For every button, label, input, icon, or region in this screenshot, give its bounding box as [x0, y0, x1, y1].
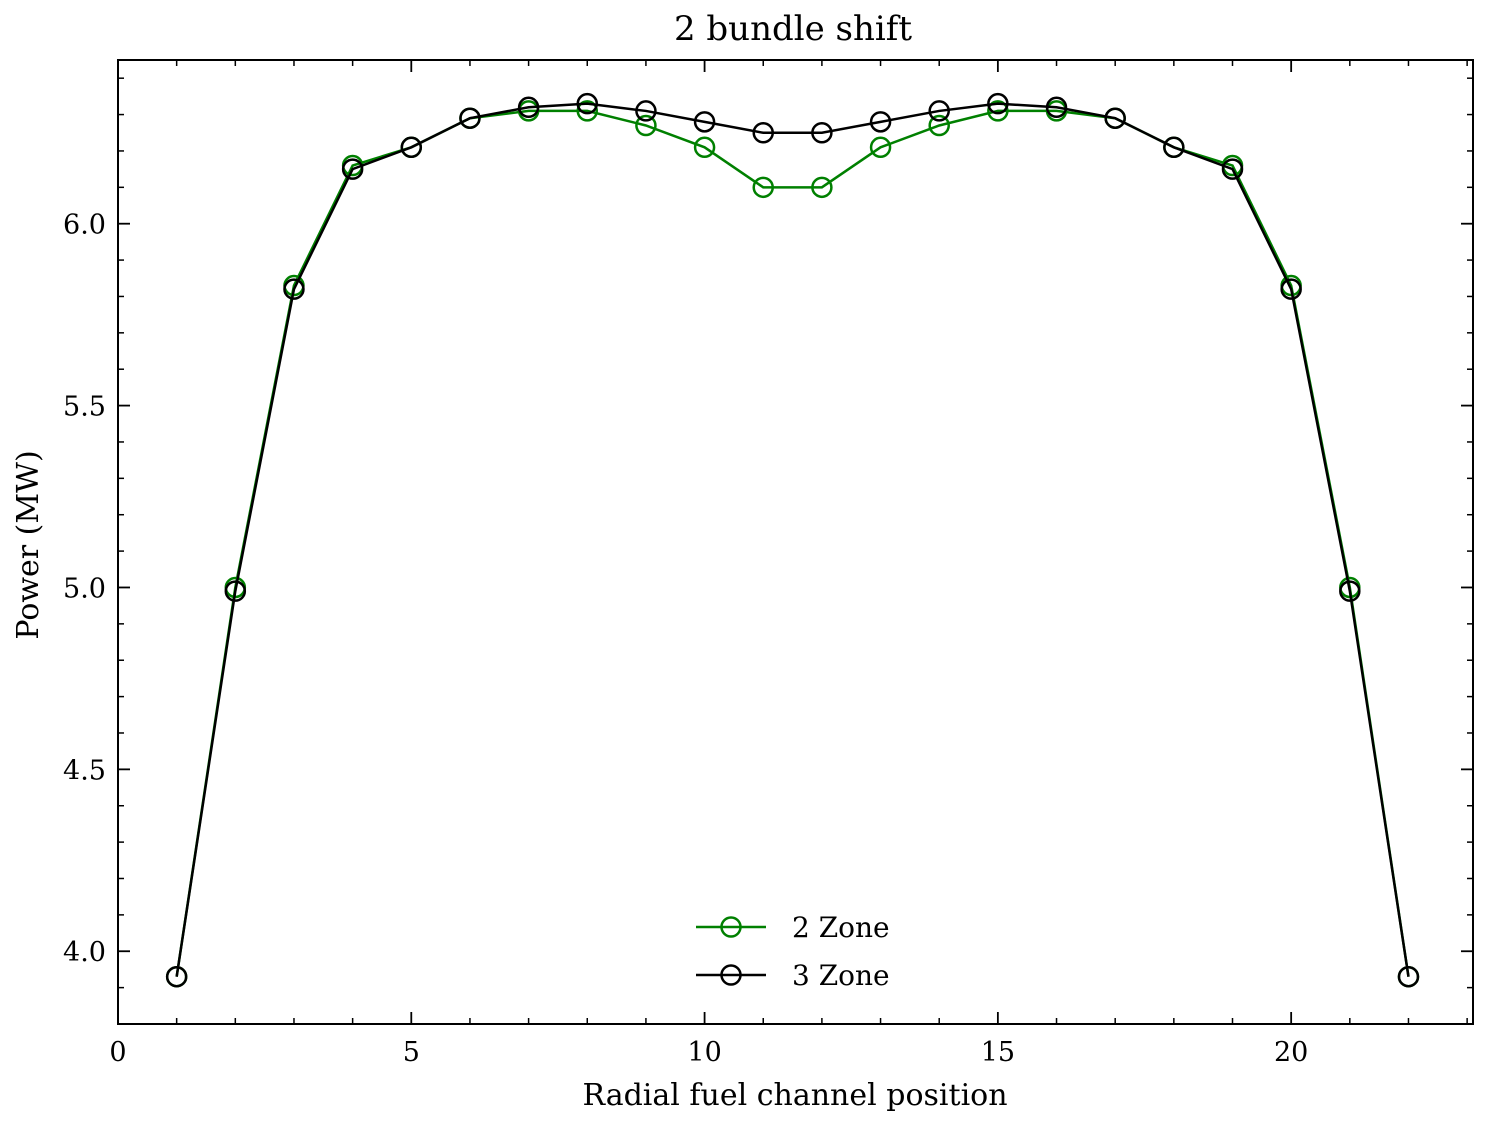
- data-point-3-zone: [341, 158, 364, 180]
- plot-area: 0 5 10 15 20 4.0 4.5 5.0 5.5 6.0: [63, 59, 1474, 1068]
- data-point-2-zone: [811, 176, 833, 199]
- data-point-2-zone: [869, 136, 892, 159]
- plot-frame: [117, 59, 1474, 1025]
- data-point-3-zone: [400, 136, 423, 159]
- x-tick-label: 20: [1274, 1037, 1308, 1068]
- data-point-3-zone: [752, 122, 774, 144]
- data-point-3-zone: [928, 100, 950, 122]
- chart-title: 2 bundle shift: [674, 9, 912, 49]
- data-point-3-zone: [1221, 158, 1244, 180]
- data-point-3-zone: [811, 122, 833, 144]
- data-point-2-zone: [635, 114, 657, 137]
- data-point-2-zone: [693, 136, 716, 159]
- y-tick-label: 6.0: [63, 210, 106, 241]
- data-point-2-zone: [928, 114, 950, 137]
- data-point-3-zone: [1045, 96, 1068, 119]
- legend-label-2-zone: 2 Zone: [792, 911, 890, 944]
- data-point-3-zone: [1163, 136, 1185, 159]
- x-tick-label: 15: [981, 1037, 1015, 1068]
- data-point-2-zone: [987, 100, 1009, 122]
- y-tick-label: 4.5: [63, 755, 106, 786]
- data-point-3-zone: [1104, 107, 1126, 129]
- x-tick-label: 5: [403, 1037, 420, 1068]
- data-point-3-zone: [987, 92, 1009, 115]
- data-point-3-zone: [693, 111, 716, 133]
- data-point-3-zone: [517, 96, 540, 119]
- data-point-2-zone: [752, 176, 774, 199]
- data-point-3-zone: [1339, 580, 1361, 602]
- y-tick-label: 5.0: [63, 573, 106, 604]
- data-point-3-zone: [165, 965, 188, 988]
- y-tick-label: 4.0: [63, 937, 106, 968]
- data-point-3-zone: [283, 278, 305, 300]
- data-point-3-zone: [635, 100, 657, 122]
- data-point-3-zone: [869, 111, 892, 133]
- x-axis-label: Radial fuel channel position: [582, 1078, 1007, 1113]
- data-point-3-zone: [224, 580, 247, 602]
- x-tick-label: 10: [687, 1037, 721, 1068]
- x-tick-label: 0: [109, 1037, 126, 1068]
- y-tick-label: 5.5: [63, 392, 106, 423]
- legend: 2 Zone 3 Zone: [696, 911, 890, 992]
- series-line-2-zone: [175, 109, 1410, 977]
- legend-marker-3-zone: [720, 964, 742, 986]
- data-point-3-zone: [1397, 965, 1420, 988]
- legend-label-3-zone: 3 Zone: [792, 959, 890, 992]
- series-line-3-zone: [175, 102, 1410, 977]
- legend-marker-2-zone: [720, 916, 742, 938]
- y-axis-label: Power (MW): [11, 450, 46, 639]
- data-point-3-zone: [459, 107, 481, 129]
- data-point-3-zone: [576, 92, 599, 115]
- data-point-3-zone: [1280, 278, 1302, 300]
- data-point-2-zone: [576, 100, 599, 122]
